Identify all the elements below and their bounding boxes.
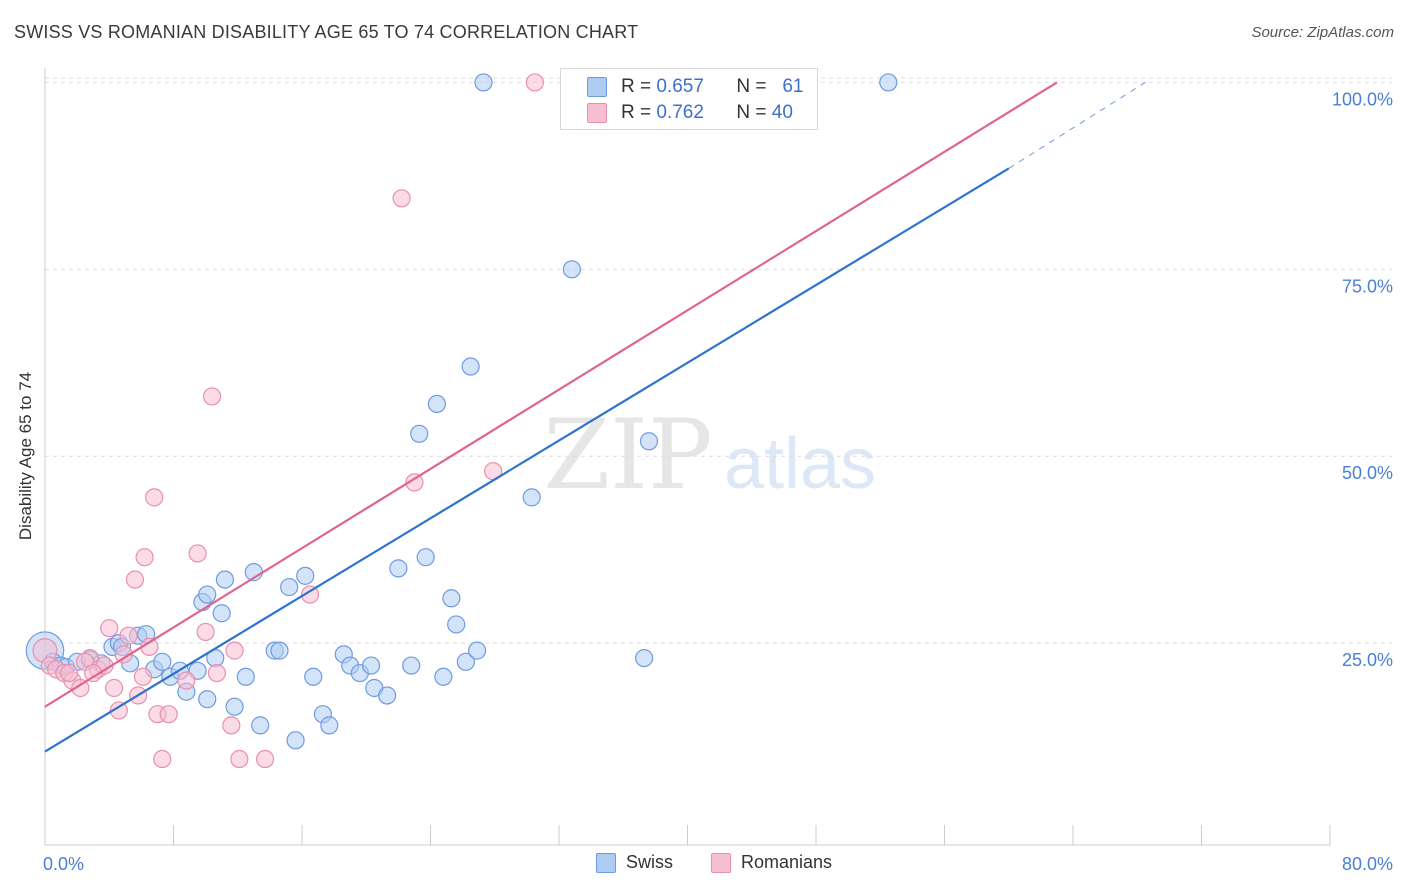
swiss-point <box>304 667 323 686</box>
y-tick-label: 50.0% <box>1342 463 1393 483</box>
romanians-point <box>119 626 138 645</box>
legend-item-romanians: Romanians <box>711 852 832 873</box>
romanians-n-label: N = <box>736 102 767 123</box>
swiss-point <box>447 615 466 634</box>
series-legend: Swiss Romanians <box>0 852 1406 876</box>
y-tick-label: 25.0% <box>1342 650 1393 670</box>
romanians-point <box>159 705 178 724</box>
romanians-n-value: 40 <box>771 102 793 123</box>
romanians-point <box>230 749 249 769</box>
swiss-n-value: 61 <box>782 76 804 97</box>
swiss-point <box>434 667 453 686</box>
x-tick-label: 0.0% <box>43 854 84 874</box>
romanians-point <box>109 701 128 720</box>
swiss-point <box>236 667 255 686</box>
swiss-legend-label: Swiss <box>626 852 674 872</box>
swiss-point <box>474 73 493 92</box>
romanians-point <box>392 189 411 208</box>
swiss-point <box>215 570 234 589</box>
romanians-point <box>71 678 90 698</box>
romanians-point <box>133 667 153 686</box>
y-axis-label: Disability Age 65 to 74 <box>16 371 35 541</box>
romanians-point <box>145 488 164 507</box>
romanians-point <box>525 73 545 92</box>
swiss-r-label: R = <box>621 76 652 97</box>
swiss-point <box>251 716 270 735</box>
x-tick-label: 80.0% <box>1342 854 1393 874</box>
y-tick-label: 75.0% <box>1342 276 1393 296</box>
stats-legend: R = 0.657 N = 61 R = 0.762 N = 40 <box>560 68 818 130</box>
swiss-point <box>522 488 541 507</box>
swiss-point <box>635 648 654 668</box>
romanians-point <box>222 716 241 735</box>
swiss-point <box>410 424 429 443</box>
swiss-point <box>270 641 289 660</box>
romanians-point <box>100 619 119 638</box>
swiss-trendline <box>44 167 1010 753</box>
swiss-point <box>198 690 217 709</box>
swiss-point <box>361 656 381 675</box>
swiss-point <box>461 357 480 376</box>
swiss-r-value: 0.657 <box>656 76 704 97</box>
swiss-point <box>225 697 244 716</box>
swiss-point <box>442 589 461 608</box>
swiss-point <box>402 656 421 675</box>
romanians-point <box>84 663 103 683</box>
romanians-r-value: 0.762 <box>656 102 704 123</box>
swiss-point <box>286 731 305 750</box>
y-tick-label: 100.0% <box>1332 89 1393 109</box>
swiss-point <box>198 585 217 604</box>
romanians-point <box>153 749 172 769</box>
swiss-n-label: N = <box>736 76 767 97</box>
romanians-point <box>202 387 222 406</box>
swiss-point <box>212 604 231 623</box>
swiss-trendline-extension <box>1008 82 1146 169</box>
romanians-point <box>104 678 124 698</box>
romanians-point <box>188 544 207 563</box>
romanians-point <box>125 570 145 589</box>
romanians-point <box>59 663 79 683</box>
swiss-legend-swatch <box>596 852 616 873</box>
romanians-point <box>196 622 215 642</box>
swiss-point <box>562 260 581 279</box>
romanians-legend-swatch <box>711 852 731 873</box>
swiss-point <box>427 394 447 414</box>
chart-source: Source: ZipAtlas.com <box>1251 24 1394 41</box>
romanians-trendline <box>44 81 1058 708</box>
watermark-atlas: atlas <box>724 424 876 504</box>
swiss-point <box>389 559 408 578</box>
legend-row-romanians: R = 0.762 N = 40 <box>587 101 793 125</box>
legend-item-swiss: Swiss <box>596 852 673 873</box>
swiss-point <box>639 432 659 451</box>
swiss-point <box>378 686 397 705</box>
legend-row-swiss: R = 0.657 N = 61 <box>587 75 803 99</box>
watermark-zip: ZIP <box>543 399 712 511</box>
romanians-point <box>207 663 226 683</box>
swiss-point <box>467 641 487 660</box>
romanians-point <box>114 645 133 664</box>
swiss-point <box>416 548 435 567</box>
romanians-point <box>225 641 244 660</box>
romanians-point <box>405 473 424 492</box>
swiss-point <box>153 652 172 671</box>
romanians-point <box>300 585 320 604</box>
romanians-swatch <box>587 103 607 123</box>
swiss-point <box>280 577 299 597</box>
swiss-point <box>320 716 339 735</box>
swiss-point <box>456 652 475 671</box>
romanians-legend-label: Romanians <box>741 852 833 872</box>
swiss-point <box>296 566 315 585</box>
romanians-point <box>135 548 154 567</box>
chart-title: SWISS VS ROMANIAN DISABILITY AGE 65 TO 7… <box>14 22 639 42</box>
romanians-r-label: R = <box>621 102 652 123</box>
romanians-point <box>255 749 275 769</box>
swiss-swatch <box>587 77 607 97</box>
swiss-point <box>879 73 898 92</box>
romanians-point <box>177 671 196 690</box>
